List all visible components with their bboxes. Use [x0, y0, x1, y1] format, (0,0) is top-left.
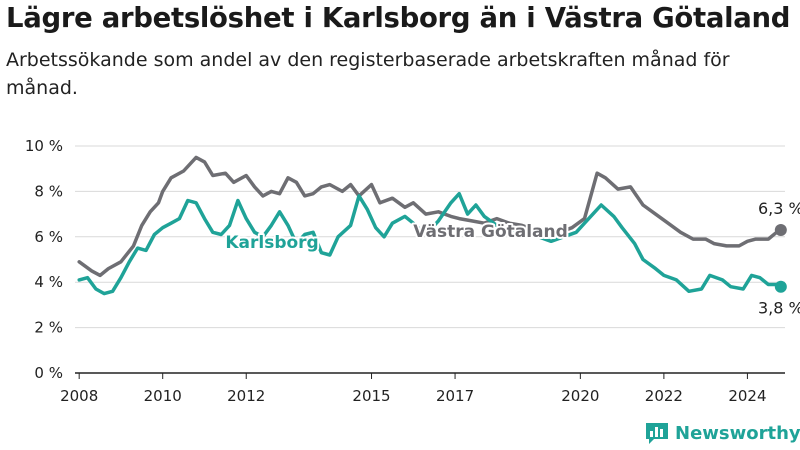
x-tick-label: 2020: [561, 387, 599, 405]
series-label-vastra-gotaland: Västra Götaland: [413, 222, 568, 242]
end-value-label-vastra-gotaland: 6,3 %: [758, 199, 800, 218]
end-value-label-karlsborg: 3,8 %: [758, 299, 800, 318]
end-point-karlsborg: [774, 280, 787, 293]
chart-title: Lägre arbetslöshet i Karlsborg än i Väst…: [6, 2, 791, 34]
newsworthy-logo[interactable]: Newsworthy: [645, 420, 800, 446]
series-label-karlsborg: Karlsborg: [225, 233, 318, 253]
series-line-karlsborg: [77, 191, 783, 296]
y-tick-label: 10 %: [25, 137, 63, 155]
brand-name: Newsworthy: [675, 422, 800, 444]
x-tick-label: 2015: [352, 387, 390, 405]
x-tick-label: 2024: [728, 387, 766, 405]
series-line-vastra-gotaland: [77, 155, 783, 278]
x-tick-label: 2012: [227, 387, 265, 405]
y-tick-label: 0 %: [34, 364, 63, 382]
x-tick-label: 2010: [144, 387, 182, 405]
bar-chart-logo-icon: [646, 423, 668, 444]
x-tick-label: 2022: [645, 387, 683, 405]
x-tick-label: 2008: [60, 387, 98, 405]
x-tick-label: 2017: [436, 387, 474, 405]
y-tick-label: 4 %: [34, 273, 63, 291]
y-tick-label: 6 %: [34, 228, 63, 246]
end-point-vastra-gotaland: [774, 223, 787, 236]
y-tick-label: 2 %: [34, 319, 63, 337]
y-tick-label: 8 %: [34, 182, 63, 200]
chart-subtitle: Arbetssökande som andel av den registerb…: [6, 49, 730, 99]
